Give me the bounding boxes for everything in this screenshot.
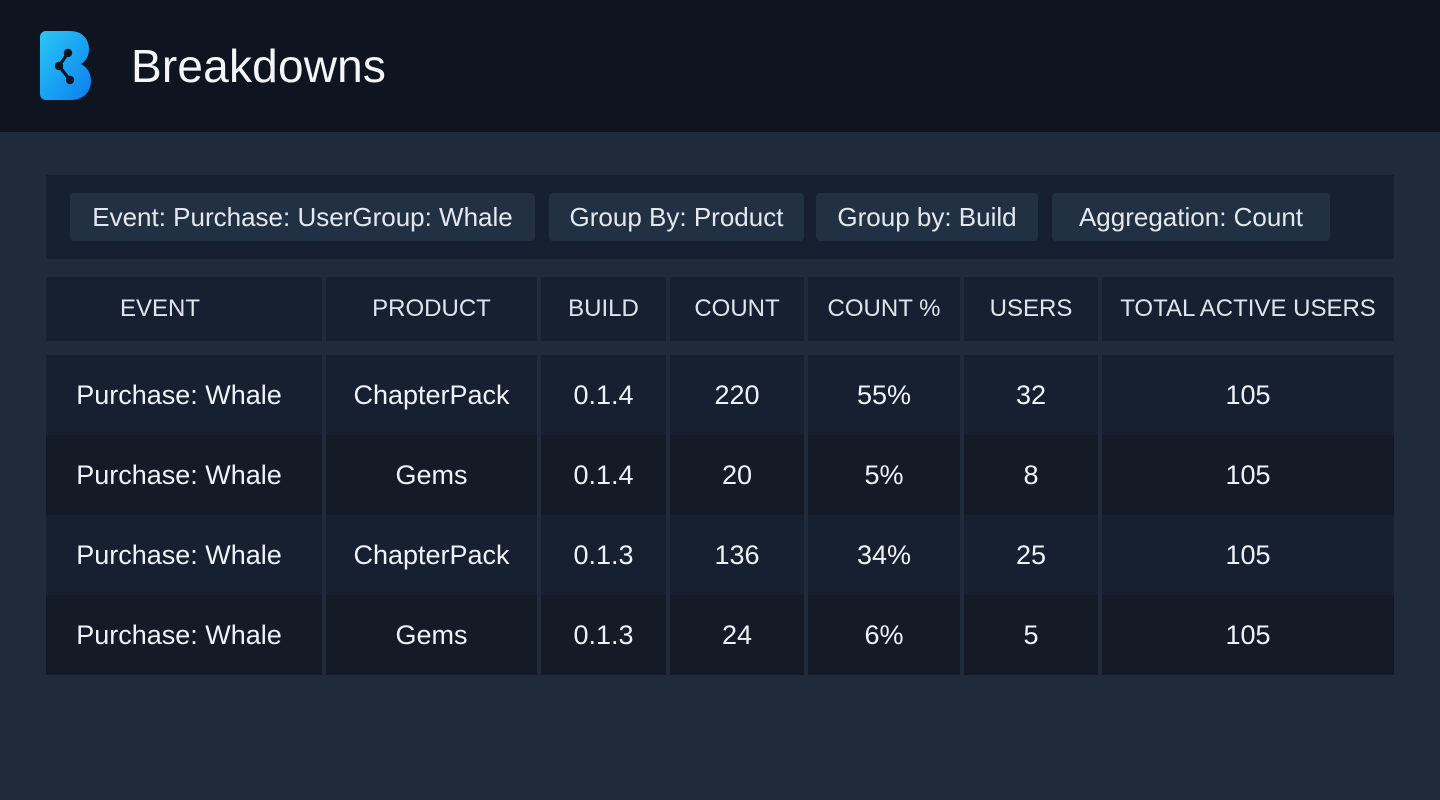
column-header-count-pct[interactable]: COUNT %	[808, 277, 960, 341]
cell-product: Gems	[326, 595, 537, 675]
cell-count-pct: 5%	[808, 435, 960, 515]
cell-count: 220	[670, 355, 804, 435]
filter-bar: Event: Purchase: UserGroup: Whale Group …	[46, 175, 1394, 259]
cell-count-pct: 6%	[808, 595, 960, 675]
cell-users: 25	[964, 515, 1098, 595]
column-header-count[interactable]: COUNT	[670, 277, 804, 341]
cell-total-active-users: 105	[1102, 515, 1394, 595]
cell-build: 0.1.3	[541, 515, 666, 595]
cell-users: 32	[964, 355, 1098, 435]
cell-event: Purchase: Whale	[46, 515, 322, 595]
cell-build: 0.1.3	[541, 595, 666, 675]
cell-users: 5	[964, 595, 1098, 675]
cell-build: 0.1.4	[541, 355, 666, 435]
cell-total-active-users: 105	[1102, 595, 1394, 675]
filter-chip-event[interactable]: Event: Purchase: UserGroup: Whale	[70, 193, 535, 241]
cell-count-pct: 34%	[808, 515, 960, 595]
cell-product: ChapterPack	[326, 515, 537, 595]
b-logo-icon[interactable]	[40, 31, 91, 100]
cell-product: ChapterPack	[326, 355, 537, 435]
cell-event: Purchase: Whale	[46, 595, 322, 675]
cell-users: 8	[964, 435, 1098, 515]
cell-event: Purchase: Whale	[46, 355, 322, 435]
column-header-event[interactable]: EVENT	[46, 277, 322, 341]
app-header: Breakdowns	[0, 0, 1440, 132]
cell-total-active-users: 105	[1102, 355, 1394, 435]
cell-count: 136	[670, 515, 804, 595]
column-header-users[interactable]: USERS	[964, 277, 1098, 341]
filter-chip-group-build[interactable]: Group by: Build	[816, 193, 1038, 241]
filter-chip-aggregation[interactable]: Aggregation: Count	[1052, 193, 1330, 241]
cell-event: Purchase: Whale	[46, 435, 322, 515]
cell-count-pct: 55%	[808, 355, 960, 435]
cell-count: 20	[670, 435, 804, 515]
cell-count: 24	[670, 595, 804, 675]
page-title: Breakdowns	[131, 40, 387, 92]
cell-total-active-users: 105	[1102, 435, 1394, 515]
filter-chip-group-product[interactable]: Group By: Product	[549, 193, 804, 241]
cell-product: Gems	[326, 435, 537, 515]
cell-build: 0.1.4	[541, 435, 666, 515]
column-header-total-active-users[interactable]: TOTAL ACTIVE USERS	[1102, 277, 1394, 341]
column-header-build[interactable]: BUILD	[541, 277, 666, 341]
column-header-product[interactable]: PRODUCT	[326, 277, 537, 341]
